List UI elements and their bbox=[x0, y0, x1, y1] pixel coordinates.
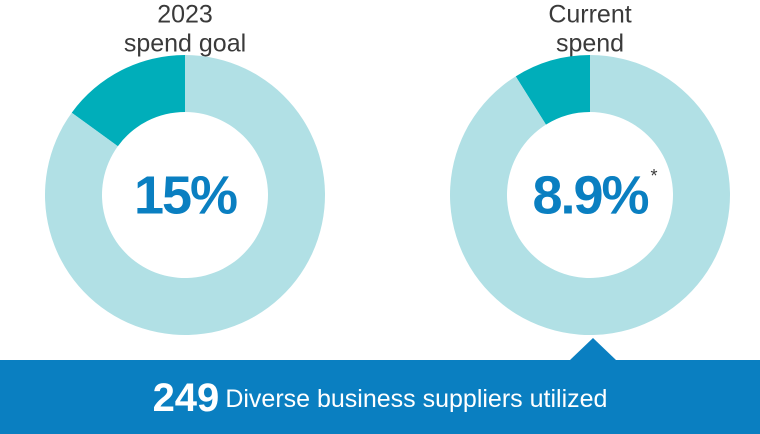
donut-segment bbox=[450, 55, 730, 336]
banner-line: 249 Diverse business suppliers utilized bbox=[153, 376, 608, 420]
donut-segment bbox=[71, 55, 185, 147]
donut-segment bbox=[44, 55, 325, 335]
chart-title: Current bbox=[548, 1, 631, 29]
value-label: 15% bbox=[134, 165, 237, 225]
banner bbox=[0, 360, 760, 434]
value-label: 8.9% bbox=[532, 165, 648, 225]
banner-text: Diverse business suppliers utilized bbox=[225, 385, 607, 413]
chart-title: spend bbox=[556, 30, 624, 58]
banner-pointer bbox=[570, 338, 616, 360]
footnote-marker: * bbox=[651, 166, 658, 186]
chart-title: spend goal bbox=[124, 30, 246, 58]
donut-segment bbox=[515, 55, 590, 125]
banner-number: 249 bbox=[153, 376, 220, 420]
chart-title: 2023 bbox=[157, 1, 213, 29]
